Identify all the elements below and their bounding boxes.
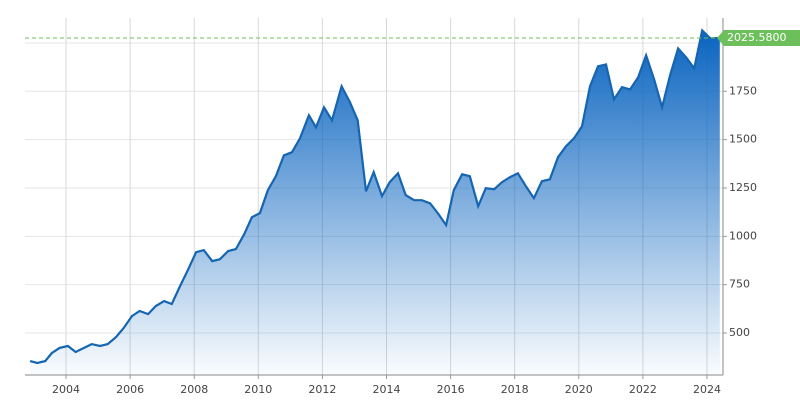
x-tick-label: 2012 bbox=[308, 383, 336, 396]
x-tick-label: 2018 bbox=[501, 383, 529, 396]
x-tick-label: 2008 bbox=[180, 383, 208, 396]
x-tick-label: 2020 bbox=[565, 383, 593, 396]
value-label-box bbox=[717, 30, 800, 47]
y-tick-label: 500 bbox=[729, 326, 750, 339]
y-tick-label: 750 bbox=[729, 278, 750, 291]
line bbox=[29, 28, 720, 365]
value-label: 2025.5800 bbox=[727, 31, 787, 44]
x-tick-label: 2006 bbox=[116, 383, 144, 396]
area bbox=[30, 30, 720, 376]
y-tick-label: 1250 bbox=[729, 181, 757, 194]
x-tick-label: 2014 bbox=[372, 383, 400, 396]
x-tick-label: 2022 bbox=[629, 383, 657, 396]
x-tick-label: 2010 bbox=[244, 383, 272, 396]
x-tick-label: 2016 bbox=[437, 383, 465, 396]
y-tick-label: 1500 bbox=[729, 133, 757, 146]
y-tick-label: 1750 bbox=[729, 84, 757, 97]
y-tick-label: 1000 bbox=[729, 229, 757, 242]
x-tick-label: 2024 bbox=[693, 383, 721, 396]
x-tick-label: 2004 bbox=[52, 383, 80, 396]
